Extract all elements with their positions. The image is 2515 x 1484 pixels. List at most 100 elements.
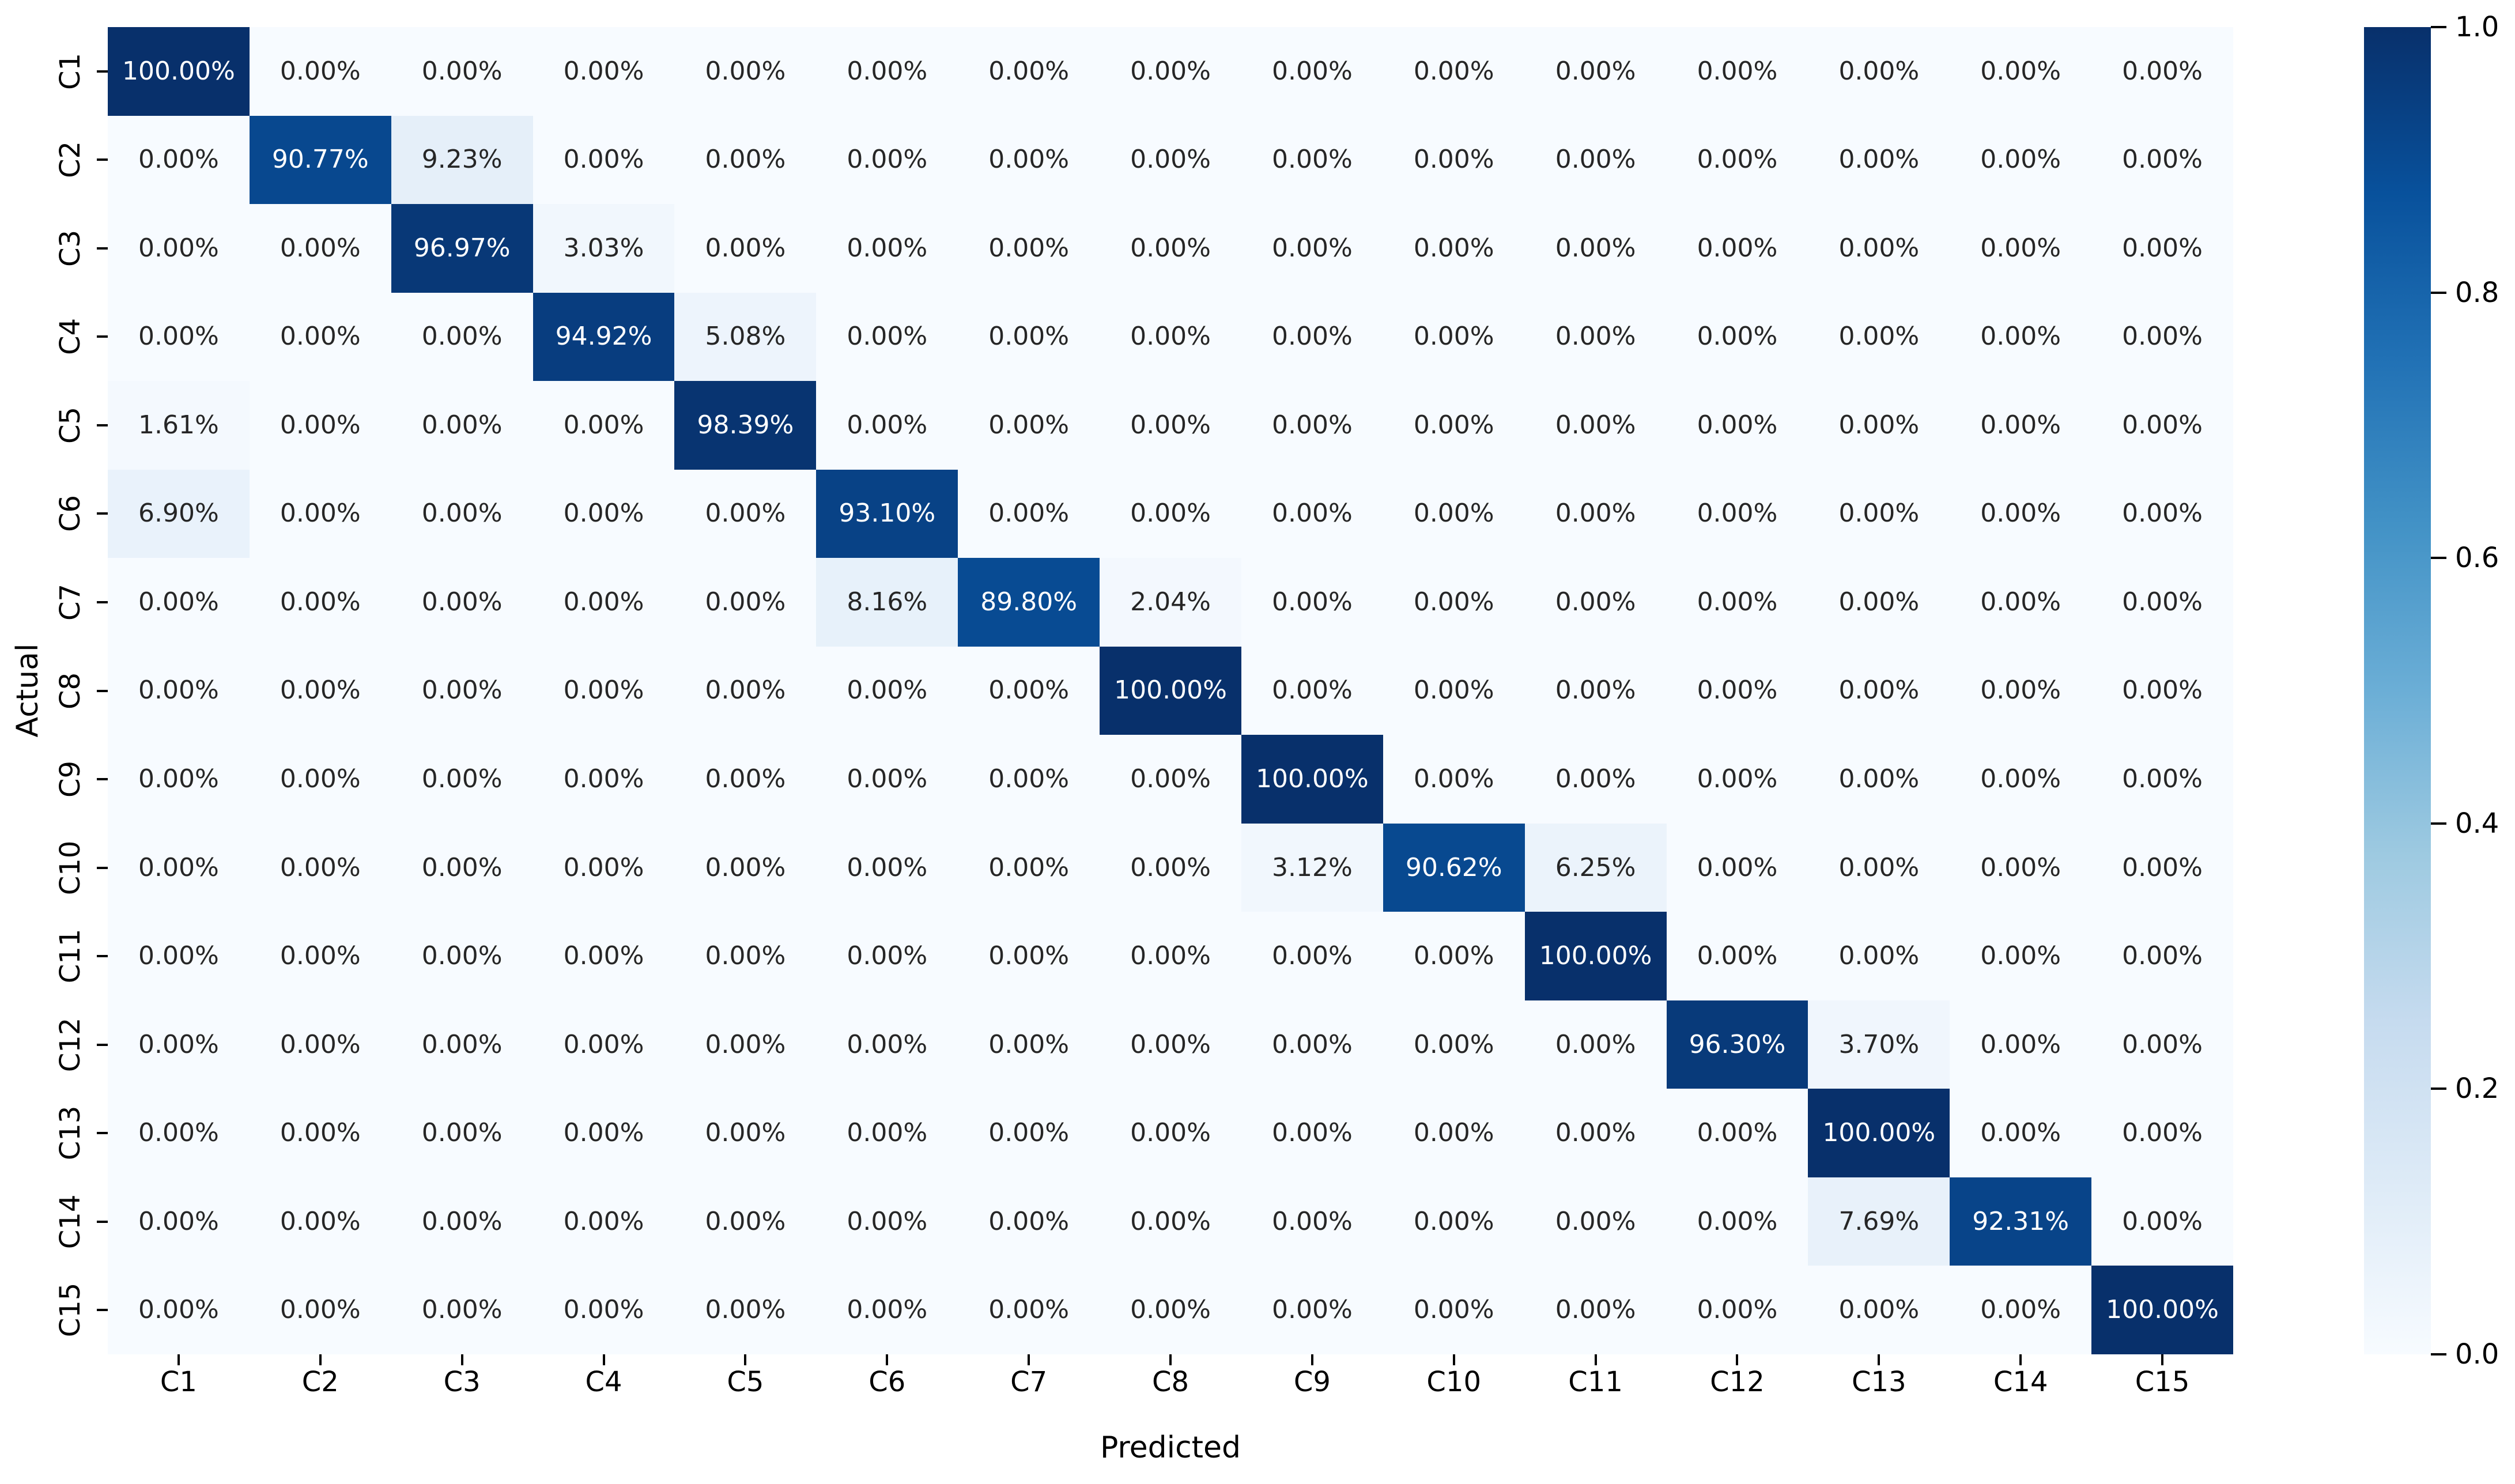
y-tick-label: C7	[54, 583, 86, 621]
heatmap-cell: 0.00%	[1241, 1177, 1383, 1266]
y-tick-label: C15	[54, 1282, 86, 1338]
heatmap-cell: 0.00%	[249, 1089, 391, 1177]
y-tick-label: C11	[54, 928, 86, 984]
heatmap-cell: 0.00%	[2091, 469, 2233, 558]
heatmap-cell: 0.00%	[1808, 558, 1950, 647]
heatmap-cell: 0.00%	[2091, 823, 2233, 912]
heatmap-cell: 0.00%	[958, 1266, 1100, 1354]
x-tick-mark	[177, 1354, 180, 1365]
y-tick-mark	[97, 1220, 108, 1223]
heatmap-cell: 0.00%	[674, 1266, 817, 1354]
heatmap-cell: 0.00%	[816, 912, 958, 1000]
x-tick-mark	[1452, 1354, 1455, 1365]
heatmap-cell: 0.00%	[816, 1000, 958, 1089]
x-tick-mark	[2019, 1354, 2022, 1365]
heatmap-cell: 0.00%	[816, 292, 958, 382]
heatmap-cell: 0.00%	[1950, 469, 2092, 558]
heatmap-cell: 0.00%	[1950, 646, 2092, 735]
heatmap-cell: 0.00%	[1808, 646, 1950, 735]
heatmap-cell: 0.00%	[108, 823, 250, 912]
heatmap-cell: 6.90%	[108, 469, 250, 558]
heatmap-cell: 0.00%	[108, 558, 250, 647]
y-tick-label: C8	[54, 672, 86, 709]
heatmap-cell: 0.00%	[1666, 1089, 1808, 1177]
heatmap-cell: 2.04%	[1100, 558, 1241, 647]
heatmap-cell: 0.00%	[2091, 292, 2233, 382]
heatmap-cell: 100.00%	[1100, 646, 1241, 735]
y-tick-label: C6	[54, 495, 86, 533]
heatmap-cell: 3.03%	[533, 204, 675, 293]
heatmap-cell: 0.00%	[391, 1266, 533, 1354]
heatmap-cell: 0.00%	[2091, 1177, 2233, 1266]
heatmap-cell: 0.00%	[816, 646, 958, 735]
heatmap-cell: 0.00%	[1100, 1000, 1241, 1089]
heatmap-cell: 0.00%	[674, 27, 817, 116]
heatmap-cell: 0.00%	[108, 115, 250, 205]
heatmap-cell: 0.00%	[533, 1177, 675, 1266]
heatmap-cell: 0.00%	[533, 646, 675, 735]
x-tick-label: C1	[160, 1366, 197, 1398]
heatmap-cell: 0.00%	[1808, 381, 1950, 470]
heatmap-cell: 0.00%	[1666, 1266, 1808, 1354]
heatmap-cell: 0.00%	[391, 292, 533, 382]
x-tick-label: C5	[727, 1366, 764, 1398]
heatmap-cell: 0.00%	[533, 558, 675, 647]
heatmap-cell: 0.00%	[2091, 27, 2233, 116]
heatmap-cell: 0.00%	[1666, 735, 1808, 824]
heatmap-cell: 0.00%	[1808, 823, 1950, 912]
heatmap-cell: 100.00%	[1524, 912, 1667, 1000]
heatmap-cell: 89.80%	[958, 558, 1100, 647]
heatmap-cell: 0.00%	[816, 115, 958, 205]
heatmap-cell: 0.00%	[1666, 115, 1808, 205]
heatmap-cell: 0.00%	[1383, 469, 1525, 558]
y-tick-mark	[97, 1043, 108, 1046]
heatmap-cell: 0.00%	[958, 1177, 1100, 1266]
y-tick-label: C10	[54, 840, 86, 895]
heatmap-cell: 0.00%	[1241, 27, 1383, 116]
heatmap-cell: 0.00%	[2091, 558, 2233, 647]
heatmap-cell: 0.00%	[1241, 1266, 1383, 1354]
heatmap-cell: 0.00%	[1241, 912, 1383, 1000]
heatmap-cell: 0.00%	[958, 115, 1100, 205]
y-tick-mark	[97, 778, 108, 781]
heatmap-cell: 0.00%	[1100, 1266, 1241, 1354]
y-tick-mark	[97, 955, 108, 958]
y-tick-mark	[97, 247, 108, 250]
heatmap-cell: 0.00%	[674, 115, 817, 205]
heatmap-cell: 0.00%	[391, 1177, 533, 1266]
heatmap-cell: 0.00%	[1666, 292, 1808, 382]
y-tick-label: C4	[54, 318, 86, 356]
heatmap-cell: 0.00%	[533, 115, 675, 205]
heatmap-cell: 0.00%	[1383, 912, 1525, 1000]
heatmap-cell: 0.00%	[674, 1177, 817, 1266]
heatmap-cell: 0.00%	[1524, 115, 1667, 205]
heatmap-cell: 0.00%	[958, 292, 1100, 382]
heatmap-cell: 0.00%	[674, 1089, 817, 1177]
heatmap-cell: 0.00%	[1950, 204, 2092, 293]
heatmap-cell: 0.00%	[1524, 558, 1667, 647]
heatmap-cell: 100.00%	[1241, 735, 1383, 824]
y-tick-mark	[97, 158, 108, 161]
heatmap-cell: 0.00%	[958, 381, 1100, 470]
y-tick-label: C2	[54, 141, 86, 179]
heatmap-cell: 0.00%	[1524, 646, 1667, 735]
heatmap-cell: 0.00%	[1808, 27, 1950, 116]
heatmap-cell: 0.00%	[249, 381, 391, 470]
heatmap-cell: 0.00%	[816, 1177, 958, 1266]
heatmap-cell: 0.00%	[1383, 1089, 1525, 1177]
heatmap-cell: 0.00%	[1524, 381, 1667, 470]
heatmap-cell: 0.00%	[1383, 381, 1525, 470]
x-tick-label: C13	[1852, 1366, 1906, 1398]
x-tick-mark	[1736, 1354, 1739, 1365]
heatmap-cell: 0.00%	[108, 912, 250, 1000]
heatmap-cell: 0.00%	[1241, 381, 1383, 470]
heatmap-cell: 90.62%	[1383, 823, 1525, 912]
heatmap-cell: 0.00%	[249, 204, 391, 293]
heatmap-cell: 100.00%	[108, 27, 250, 116]
heatmap-cell: 96.30%	[1666, 1000, 1808, 1089]
heatmap-cell: 0.00%	[1383, 204, 1525, 293]
colorbar-tick-label: 1.0	[2455, 11, 2499, 43]
heatmap-cell: 0.00%	[674, 1000, 817, 1089]
y-tick-mark	[97, 601, 108, 603]
heatmap-cell: 0.00%	[1808, 469, 1950, 558]
